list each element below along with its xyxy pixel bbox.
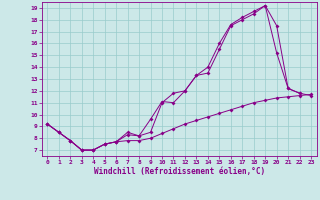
X-axis label: Windchill (Refroidissement éolien,°C): Windchill (Refroidissement éolien,°C)	[94, 167, 265, 176]
